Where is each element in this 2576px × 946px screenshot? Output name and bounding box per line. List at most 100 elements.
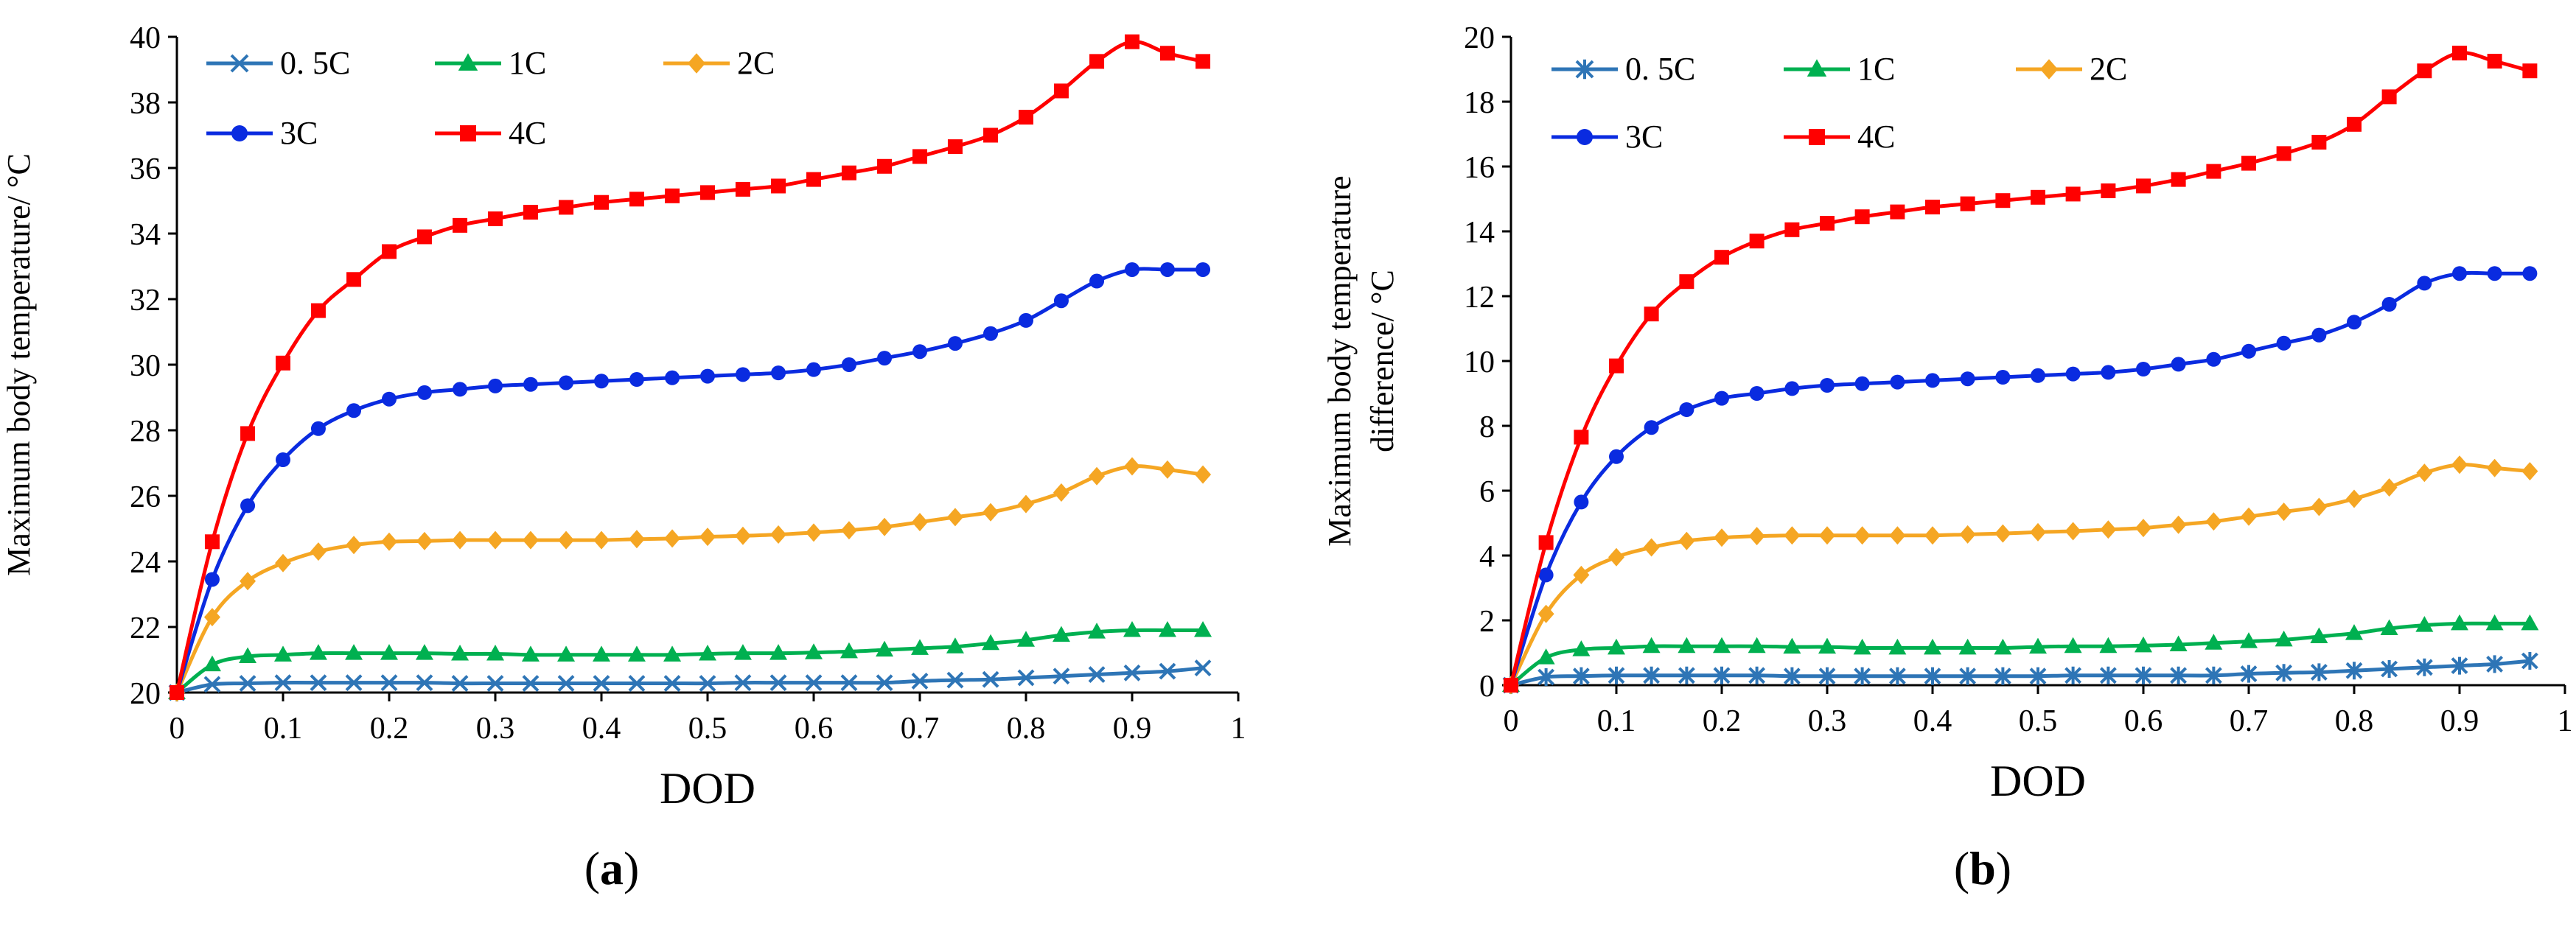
data-point	[239, 647, 257, 664]
data-point	[522, 675, 540, 692]
legend-entry: 2C	[2016, 51, 2127, 87]
data-point	[1194, 620, 1212, 637]
data-point	[2136, 178, 2151, 194]
data-point	[2310, 663, 2328, 682]
data-point	[1018, 494, 1034, 514]
data-point	[2485, 614, 2504, 631]
data-point	[665, 188, 680, 203]
data-point	[2064, 637, 2082, 654]
legend-label: 3C	[280, 115, 318, 151]
data-point	[700, 368, 715, 384]
data-point	[2170, 666, 2188, 684]
data-point	[2486, 458, 2503, 477]
y-tick-label: 34	[130, 218, 161, 252]
data-point	[204, 534, 220, 550]
data-point	[557, 645, 576, 662]
data-point	[734, 526, 751, 545]
legend-entry: 0. 5C	[1551, 51, 1695, 87]
data-point	[2521, 652, 2538, 670]
data-point	[1994, 638, 2012, 655]
data-point	[1195, 465, 1212, 484]
data-point	[2135, 666, 2152, 684]
data-point	[699, 644, 716, 661]
data-point	[1888, 638, 1907, 655]
series-2c	[1503, 455, 2538, 695]
x-axis-label: DOD	[1990, 757, 2086, 805]
data-point	[558, 530, 575, 550]
legend-entry: 0. 5C	[206, 45, 350, 81]
data-point	[1678, 637, 1696, 654]
data-point	[1714, 528, 1730, 547]
data-point	[806, 523, 822, 542]
data-point	[1995, 370, 2011, 385]
legend-marker	[1807, 59, 1827, 77]
data-point	[982, 634, 1000, 651]
series-line	[176, 666, 1204, 695]
legend-label: 0. 5C	[1625, 51, 1695, 87]
data-point	[1924, 667, 1941, 685]
chart-panel-a: 20 22 24 26 28 30 32 34 36 38 40 0 0.1 0.2 0.3 0.4 0.5 0.…	[1, 21, 1246, 894]
data-point	[769, 644, 788, 660]
data-point	[2417, 63, 2432, 79]
data-point	[1194, 659, 1212, 677]
data-point	[1608, 638, 1625, 655]
data-point	[1679, 402, 1694, 417]
legend-label: 2C	[2090, 51, 2127, 87]
legend-marker	[1575, 59, 1594, 80]
data-point	[1960, 196, 1975, 211]
series-line	[1510, 659, 2530, 687]
data-point	[240, 426, 256, 441]
series-line	[1509, 463, 2530, 687]
data-point	[1609, 449, 1624, 464]
data-point	[2099, 637, 2118, 654]
x-tick-label: 0.9	[2440, 704, 2479, 738]
data-point	[1537, 648, 1555, 665]
data-point	[912, 149, 927, 164]
data-point	[310, 303, 326, 318]
legend-entry: 1C	[435, 45, 546, 81]
data-point	[2031, 189, 2045, 205]
data-point	[2522, 266, 2538, 281]
series-4c	[170, 34, 1211, 700]
data-point	[274, 674, 292, 692]
data-point	[239, 675, 256, 692]
data-point	[345, 674, 363, 692]
data-point	[2099, 666, 2117, 684]
data-point	[276, 452, 290, 468]
data-point	[2486, 655, 2504, 673]
data-point	[806, 172, 821, 187]
x-tick-label: 0.8	[1007, 712, 1046, 746]
data-point	[2451, 656, 2468, 675]
data-point	[521, 645, 540, 662]
data-point	[1784, 222, 1800, 237]
x-tick-label: 0.9	[1113, 712, 1152, 746]
panel-caption: (a)	[584, 842, 640, 894]
data-point	[310, 542, 327, 561]
data-point	[2381, 89, 2397, 105]
data-point	[594, 374, 609, 389]
data-point	[1159, 46, 1175, 61]
data-point	[911, 639, 929, 655]
legend-marker	[460, 125, 476, 141]
data-point	[2311, 135, 2327, 150]
data-point	[1749, 234, 1765, 249]
x-tick-label: 0.6	[795, 712, 834, 746]
data-point	[380, 674, 398, 692]
series-2c	[169, 457, 1212, 702]
data-point	[1504, 678, 1518, 693]
y-axis-label: Maximum body temperature	[1322, 175, 1358, 546]
data-point	[1995, 193, 2011, 209]
legend-label: 0. 5C	[280, 45, 350, 81]
panel-caption: (b)	[1954, 842, 2011, 894]
x-tick-label: 0.5	[2019, 704, 2058, 738]
legend-marker	[1809, 129, 1825, 145]
legend-marker	[2039, 59, 2059, 80]
data-point	[805, 674, 823, 692]
data-point	[523, 205, 538, 220]
data-point	[1089, 54, 1105, 69]
x-tick-label: 0.7	[901, 712, 940, 746]
y-tick-label: 32	[130, 284, 161, 318]
data-point	[2240, 665, 2258, 683]
x-tick-label: 0.5	[688, 712, 727, 746]
data-point	[1748, 666, 1766, 684]
